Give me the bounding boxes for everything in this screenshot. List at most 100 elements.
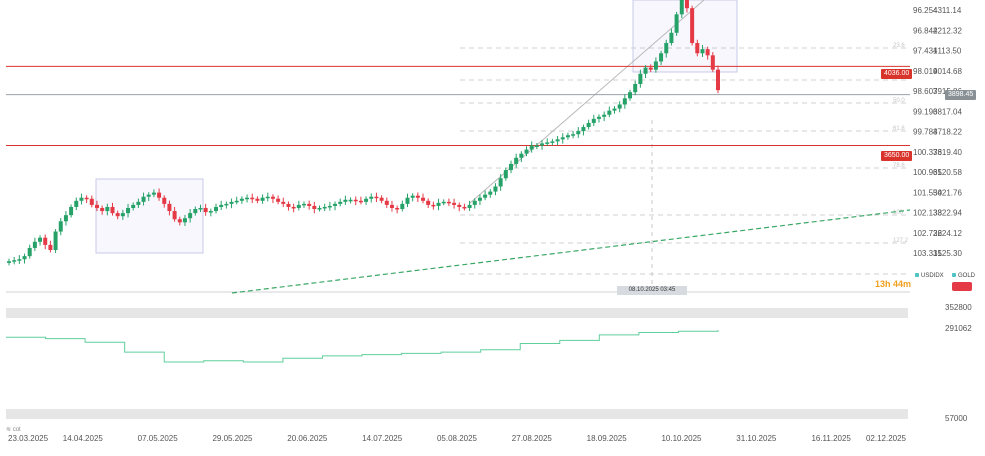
candle-body: [53, 231, 58, 250]
price-tick-left: 100.961: [913, 168, 942, 177]
candle-body: [441, 201, 446, 204]
candle-body: [555, 139, 560, 142]
candle-body: [436, 202, 441, 206]
candle-body: [648, 67, 653, 70]
candle-body: [338, 201, 343, 204]
candle-body: [17, 259, 22, 261]
fib-level-label: 50.0: [893, 98, 905, 104]
candle-body: [214, 206, 219, 212]
candle-body: [162, 197, 167, 204]
crosshair-date-label: 08.10.2025 03:45: [617, 286, 687, 295]
candle-body: [250, 197, 255, 200]
candle-body: [48, 244, 53, 250]
price-tick-left: 102.726: [913, 229, 942, 238]
candle-body: [32, 241, 37, 248]
lower-axis-tick: 291062: [945, 324, 972, 333]
horizontal-levels[interactable]: [6, 65, 910, 146]
price-tick-left: 99.196: [913, 107, 938, 116]
price-tick-left: 98.019: [913, 67, 938, 76]
candle-body: [245, 197, 250, 200]
price-axis-right: 4311.144212.324113.504014.683915.863817.…: [933, 6, 962, 258]
candle-body: [710, 55, 715, 70]
candle-body: [446, 201, 451, 204]
date-tick: 14.07.2025: [362, 434, 403, 443]
candle-body: [716, 69, 720, 91]
candle-body: [208, 211, 213, 213]
candle-body: [503, 170, 508, 179]
candle-body: [115, 213, 120, 217]
candle-body: [369, 196, 374, 199]
current-price-tag[interactable]: 3898.45: [945, 90, 977, 100]
candle-body: [669, 32, 674, 44]
date-tick: 10.10.2025: [661, 434, 702, 443]
support-level-tag[interactable]: 3650.00: [881, 151, 913, 161]
usdidx-swatch-icon: [915, 273, 919, 278]
candle-body: [705, 49, 710, 56]
legend-gold[interactable]: GOLD: [952, 273, 975, 279]
trend-line[interactable]: [231, 0, 911, 294]
candle-body: [477, 197, 482, 201]
candle-body: [695, 43, 700, 54]
price-tick-right: 3224.12: [933, 229, 962, 238]
legend-usdidx[interactable]: USDIDX: [915, 273, 944, 279]
price-tick-left: 102.138: [913, 209, 942, 218]
price-tick-right: 3817.04: [933, 107, 962, 116]
candle-body: [157, 192, 162, 198]
logo: ≋ cot: [6, 427, 21, 433]
candle-body: [229, 201, 234, 204]
selection-boxes[interactable]: [95, 0, 738, 254]
candle-body: [265, 196, 270, 199]
date-tick: 02.12.2025: [866, 434, 907, 443]
candle-body: [622, 98, 627, 105]
candle-body: [529, 145, 534, 150]
candle-body: [690, 8, 695, 44]
candle-body: [69, 206, 74, 216]
price-tick-right: 4113.50: [933, 47, 962, 56]
candle-body: [182, 218, 187, 223]
candle-body: [136, 201, 141, 205]
legend-usdidx-label: USDIDX: [921, 273, 944, 279]
candle-body: [167, 203, 172, 212]
candle-body: [540, 143, 545, 146]
candle-body: [348, 199, 353, 202]
candle-body: [576, 131, 581, 135]
candle-body: [374, 196, 379, 199]
price-axis-left: 96.254 96.842 97.431 98.019 98.607 99.196 99.7…: [913, 6, 942, 258]
candle-body: [498, 178, 503, 187]
candle-body: [514, 157, 519, 164]
candle-body: [524, 149, 529, 154]
candle-body: [343, 199, 348, 202]
selection-box-1: [95, 178, 204, 254]
gold-badge[interactable]: [952, 282, 972, 291]
candle-body: [94, 204, 99, 208]
legend-gold-label: GOLD: [958, 273, 976, 279]
price-tick-right: 3322.94: [933, 209, 962, 218]
candle-body: [38, 237, 43, 242]
price-tick-left: 99.784: [913, 128, 938, 137]
candle-body: [63, 215, 68, 222]
candle-body: [550, 141, 555, 143]
candle-body: [193, 209, 198, 214]
date-tick: 18.09.2025: [587, 434, 628, 443]
date-tick: 14.04.2025: [63, 434, 104, 443]
date-tick: 20.06.2025: [287, 434, 328, 443]
price-tick-right: 3520.58: [933, 168, 962, 177]
date-tick: 05.08.2025: [437, 434, 478, 443]
candle-body: [260, 197, 265, 201]
resistance-level-tag[interactable]: 4036.00: [881, 69, 913, 79]
price-tick-left: 101.550: [913, 188, 942, 197]
candle-body: [415, 195, 420, 198]
fib-level-label: 127.2: [893, 238, 909, 244]
candle-body: [674, 14, 679, 33]
candle-body: [638, 73, 643, 85]
price-tick-left: 98.607: [913, 87, 938, 96]
candle-body: [679, 0, 684, 15]
price-tick-right: 3125.30: [933, 249, 962, 258]
candle-body: [333, 203, 338, 206]
candle-body: [131, 204, 136, 208]
candle-body: [89, 198, 94, 205]
candle-body: [198, 207, 203, 210]
candle-body: [591, 118, 596, 123]
